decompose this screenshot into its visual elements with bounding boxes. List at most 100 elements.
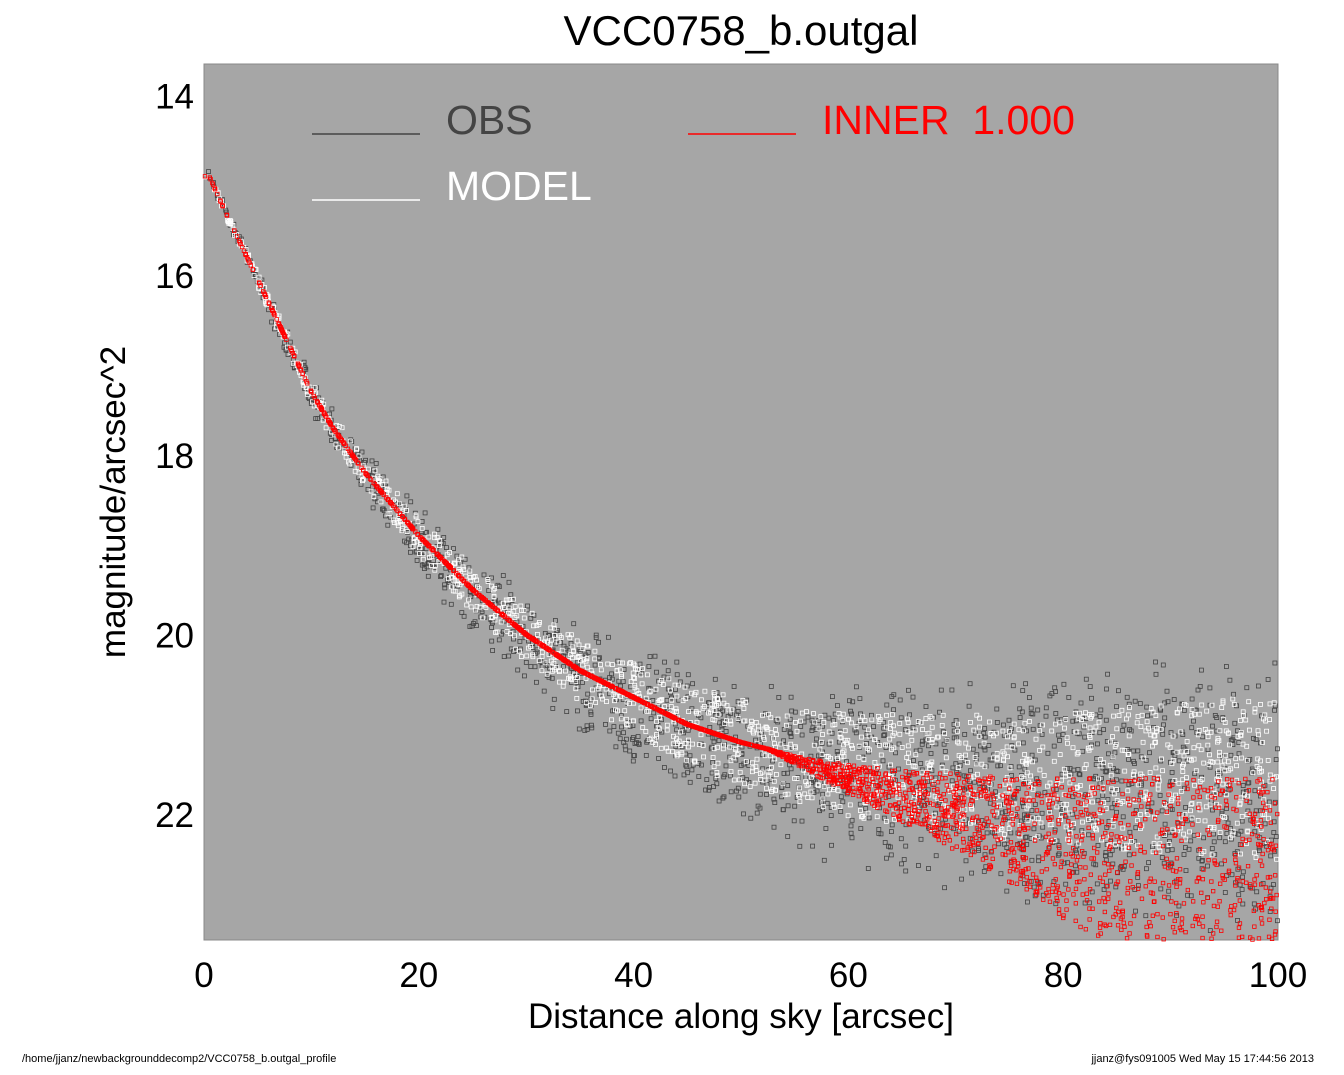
obs-point [522, 673, 527, 679]
model-point [664, 722, 670, 728]
obs-point [878, 831, 884, 837]
inner-point [1068, 851, 1074, 856]
obs-point [1128, 728, 1134, 734]
inner-point [846, 763, 851, 768]
model-point [1245, 829, 1251, 835]
obs-point [949, 778, 955, 784]
inner-point [1268, 889, 1273, 894]
model-point [750, 769, 755, 775]
inner-point [1082, 877, 1087, 882]
obs-point [1244, 685, 1250, 691]
obs-point [589, 725, 595, 731]
inner-point [1053, 877, 1058, 882]
inner-point [1228, 913, 1233, 918]
model-point [1197, 778, 1203, 784]
inner-point [1172, 833, 1177, 838]
inner-point [374, 483, 379, 489]
model-point [571, 649, 576, 654]
inner-point [1039, 800, 1045, 805]
model-point [1189, 713, 1195, 719]
inner-point [1100, 879, 1105, 884]
obs-point [402, 538, 407, 544]
inner-point [993, 834, 998, 839]
obs-point [1017, 715, 1023, 720]
model-point [1180, 764, 1185, 769]
model-point [753, 764, 759, 770]
model-point [627, 661, 632, 667]
obs-point [1045, 750, 1051, 756]
inner-point [1170, 925, 1176, 930]
model-point [1222, 758, 1227, 764]
model-point [536, 658, 542, 664]
inner-point [1059, 785, 1064, 790]
inner-point [951, 789, 956, 795]
model-point [1007, 765, 1013, 771]
model-point [583, 658, 589, 664]
model-point [768, 730, 774, 736]
obs-point [612, 708, 617, 713]
inner-point [1066, 819, 1071, 824]
model-point [534, 623, 540, 628]
model-point [963, 752, 968, 758]
inner-point [1051, 787, 1056, 792]
inner-point [858, 788, 863, 794]
inner-point [1106, 780, 1111, 785]
inner-point [1084, 891, 1089, 896]
obs-point [854, 684, 859, 690]
inner-point [248, 263, 254, 268]
obs-point [615, 730, 621, 736]
obs-point [821, 857, 827, 863]
model-point [971, 819, 976, 825]
inner-point [1092, 791, 1097, 796]
model-point [1187, 829, 1192, 835]
inner-point [1209, 879, 1214, 884]
inner-point [818, 771, 823, 776]
inner-point [658, 709, 664, 714]
model-point [840, 717, 846, 723]
obs-point [1174, 913, 1179, 918]
obs-point [760, 766, 766, 772]
obs-point [696, 774, 702, 779]
model-point [1250, 770, 1256, 776]
inner-point [1102, 922, 1107, 927]
model-point [1037, 748, 1042, 753]
inner-point [1183, 930, 1188, 935]
model-point [512, 633, 517, 639]
inner-point [1100, 808, 1106, 813]
obs-point [1120, 866, 1126, 872]
inner-point [974, 814, 980, 819]
model-point [908, 731, 914, 737]
inner-point [1074, 834, 1079, 839]
inner-point [1123, 778, 1128, 784]
model-point [991, 733, 996, 739]
model-point [417, 545, 422, 551]
inner-point [986, 819, 991, 824]
obs-point [792, 709, 798, 715]
model-point [1189, 815, 1195, 821]
inner-point [936, 826, 941, 831]
obs-point [1224, 664, 1229, 669]
obs-point [687, 779, 693, 785]
inner-point [422, 539, 428, 544]
inner-point [1106, 891, 1111, 896]
obs-point [918, 836, 924, 842]
model-point [1202, 727, 1208, 732]
model-point [638, 705, 644, 711]
inner-point [1245, 864, 1251, 869]
model-point [1019, 774, 1024, 780]
model-point [1219, 763, 1225, 769]
inner-point [1243, 776, 1248, 782]
model-point [686, 709, 691, 714]
inner-point [1132, 811, 1137, 816]
model-point [1093, 724, 1099, 730]
inner-point [1148, 876, 1153, 881]
obs-point [1262, 821, 1268, 827]
inner-point [1231, 806, 1236, 812]
model-point [617, 660, 623, 666]
inner-point [957, 814, 963, 819]
model-point [906, 760, 911, 765]
model-point [480, 615, 486, 621]
obs-point [978, 743, 983, 749]
inner-point [397, 511, 403, 517]
obs-point [1035, 707, 1041, 713]
